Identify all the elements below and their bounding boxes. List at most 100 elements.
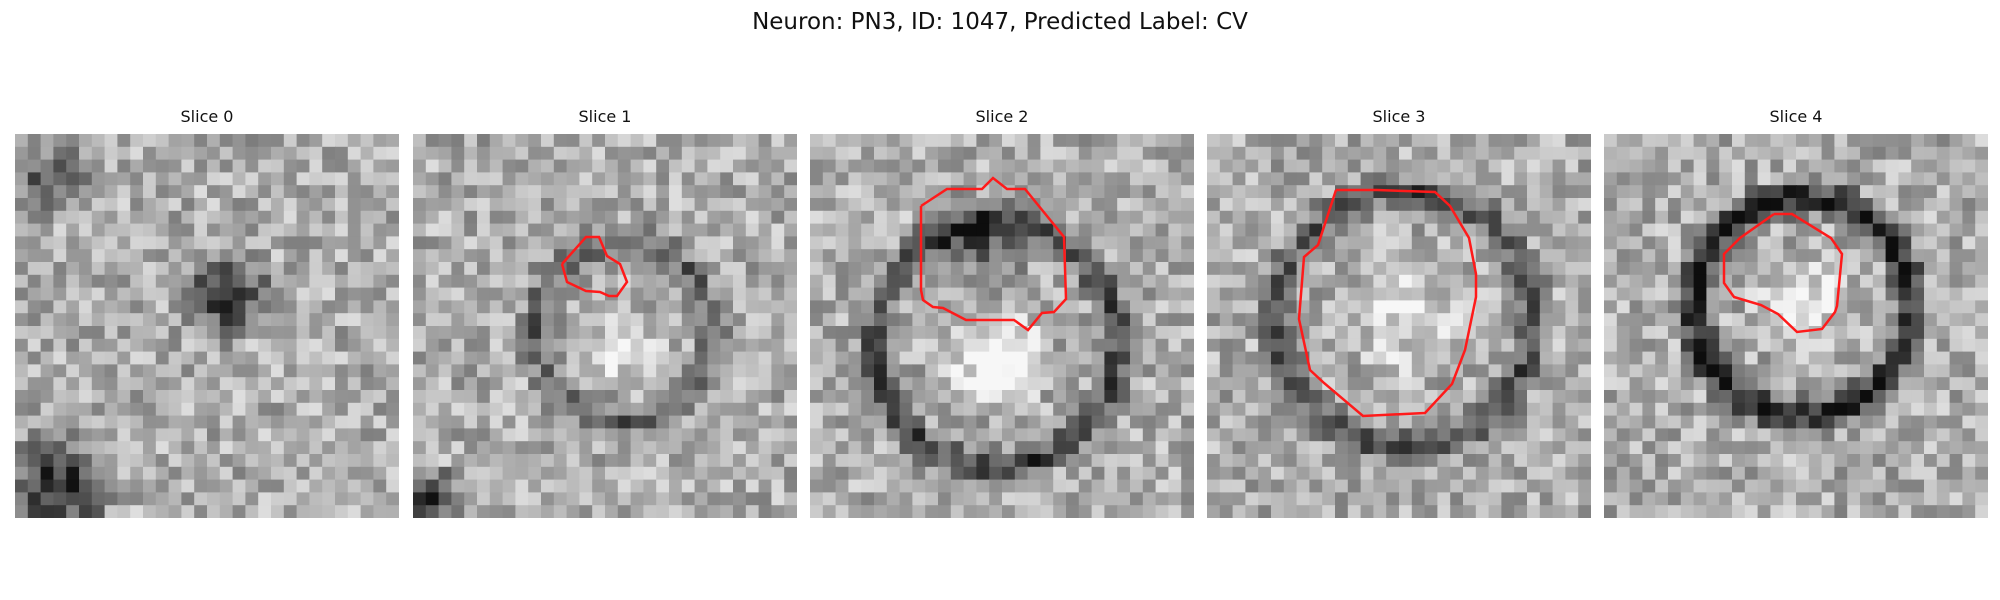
pixel [694,415,708,429]
pixel [283,492,298,506]
pixel [438,338,452,353]
pixel [1872,146,1887,161]
pixel [1424,274,1438,289]
pixel [1962,198,1976,212]
pixel [1578,492,1591,506]
pixel [1616,466,1631,481]
pixel [899,146,913,161]
pixel [1386,492,1400,506]
pixel [515,466,529,481]
pixel [1450,146,1464,161]
pixel [1283,326,1298,340]
pixel [1450,454,1464,468]
pixel [489,262,504,276]
pixel [1155,454,1169,468]
pixel [592,172,606,186]
pixel [1629,134,1643,148]
pixel [360,198,374,212]
pixel [771,274,785,289]
pixel [886,505,901,518]
pixel [322,402,336,417]
pixel [912,159,926,173]
pixel [1539,479,1554,493]
pixel [1399,198,1413,212]
pixel [1168,466,1182,481]
pixel [168,172,182,186]
pixel [579,402,593,417]
pixel [1642,415,1656,429]
pixel [425,159,440,173]
pixel [605,300,619,314]
pixel [835,402,849,417]
pixel [681,300,696,314]
pixel [1335,300,1349,314]
slice-title: Slice 3 [1372,107,1426,126]
pixel [912,249,926,263]
pixel [963,236,977,250]
pixel [1027,390,1041,404]
pixel [963,210,977,225]
pixel [1322,428,1336,442]
pixel [296,505,310,518]
pixel [91,146,106,161]
pixel [1207,223,1221,237]
pixel [1732,313,1746,327]
pixel [579,326,593,340]
pixel [1872,466,1887,481]
pixel [1962,338,1976,353]
pixel [1680,210,1695,225]
pixel [617,236,632,250]
pixel [1719,441,1733,455]
pixel [15,134,29,148]
pixel [1347,223,1362,237]
pixel [1155,351,1169,365]
pixel [1373,262,1387,276]
pixel [1783,134,1797,148]
pixel [425,326,440,340]
pixel [155,454,170,468]
pixel [822,415,837,429]
pixel [630,313,644,327]
pixel [322,300,336,314]
pixel [1655,172,1669,186]
pixel [886,428,901,442]
pixel [1296,326,1310,340]
pixel [1770,159,1784,173]
pixel [489,415,504,429]
pixel [874,236,888,250]
pixel [886,402,901,417]
pixel [861,454,875,468]
pixel [181,338,195,353]
pixel [40,351,54,365]
pixel [925,236,939,250]
pixel [989,505,1003,518]
pixel [360,262,374,276]
pixel [53,377,67,391]
pixel [271,466,285,481]
pixel [1207,479,1221,493]
pixel [1962,274,1976,289]
pixel [1411,159,1426,173]
pixel [1565,313,1579,327]
pixel [322,287,336,301]
pixel [745,249,760,263]
pixel [1271,159,1285,173]
pixel [335,454,349,468]
pixel [1578,313,1591,327]
pixel [438,364,452,378]
pixel [1706,300,1720,314]
pixel [605,274,619,289]
pixel [168,300,182,314]
pixel [1872,428,1887,442]
pixel [477,479,491,493]
pixel [181,454,195,468]
pixel [1604,313,1618,327]
pixel [1002,479,1016,493]
pixel [91,428,106,442]
pixel [1296,377,1310,391]
pixel [1770,402,1784,417]
pixel [669,377,683,391]
pixel [1539,441,1554,455]
pixel [425,454,440,468]
pixel [1949,274,1963,289]
